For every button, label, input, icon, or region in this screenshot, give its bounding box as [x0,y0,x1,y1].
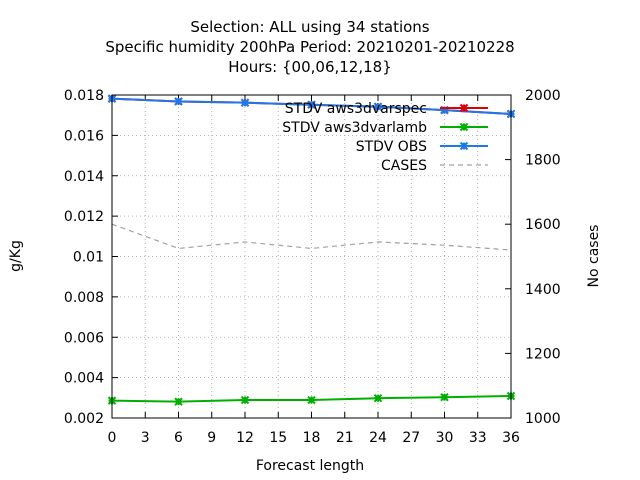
y-axis-label: g/Kg [8,240,24,272]
x-tick-label: 9 [207,430,216,446]
y-tick-label: 0.002 [64,411,104,427]
x-tick-label: 36 [502,430,520,446]
x-tick-label: 12 [236,430,254,446]
y-tick-label: 0.012 [64,209,104,225]
data-point [459,103,469,113]
y-tick-label: 0.016 [64,128,104,144]
data-point [459,122,469,132]
title-line: Selection: ALL using 34 stations [190,18,429,36]
y-tick-label: 0.018 [64,88,104,104]
x-tick-label: 33 [469,430,487,446]
legend-item: CASES [381,158,488,174]
y-tick-label: 0.014 [64,169,104,185]
y-tick-label: 0.008 [64,290,104,306]
y2-tick-label: 1600 [525,217,561,233]
y2-axis-label: No cases [586,225,602,288]
data-point [440,392,449,402]
y2-tick-label: 1200 [525,346,561,362]
x-tick-label: 30 [436,430,454,446]
legend-label: CASES [381,158,427,174]
y-tick-label: 0.01 [73,250,104,266]
legend: STDV aws3dvarspec STDV aws3dvarlamb STDV O… [282,101,488,174]
chart-title: Selection: ALL using 34 stations Specific… [105,18,514,76]
title-line: Specific humidity 200hPa Period: 2021020… [105,38,514,56]
series-cases [111,223,512,251]
x-axis-label: Forecast length [256,458,364,474]
legend-item: STDV aws3dvarspec [285,101,488,117]
x-tick-label: 6 [174,430,183,446]
data-point [459,141,469,151]
legend-label: STDV aws3dvarspec [285,101,427,117]
data-point [174,397,183,406]
legend-item: STDV OBS [356,139,488,155]
x-tick-label: 18 [303,430,321,446]
data-point [307,395,316,405]
series-stdv-aws3dvarlamb [107,391,516,406]
data-point [307,100,316,109]
x-tick-label: 15 [269,430,287,446]
x-tick-label: 21 [336,430,354,446]
grid-lines [112,95,511,418]
y2-tick-label: 2000 [525,88,561,104]
x-tick-label: 3 [141,430,150,446]
plot-frame [111,94,512,419]
y2-tick-label: 1800 [525,153,561,169]
y-tick-label: 0.004 [64,371,104,387]
data-point [174,97,183,106]
series-layer [107,94,516,406]
y-tick-label: 0.006 [64,330,104,346]
y2-tick-label: 1000 [525,411,561,427]
data-point [373,102,383,111]
legend-label: STDV aws3dvarlamb [282,120,427,136]
x-tick-label: 27 [402,430,420,446]
axis-ticks: 0 3 6 9 12 15 18 21 24 27 30 33 360.0020.0040.0060.0… [64,88,561,446]
y2-tick-label: 1400 [525,282,561,298]
legend-item: STDV aws3dvarlamb [282,120,488,136]
series-line [111,223,512,251]
legend-label: STDV OBS [356,139,427,155]
title-line: Hours: {00,06,12,18} [228,58,392,76]
data-point [240,98,250,107]
data-point [240,395,250,405]
x-tick-label: 0 [108,430,117,446]
data-point [373,394,383,403]
x-tick-label: 24 [369,430,387,446]
